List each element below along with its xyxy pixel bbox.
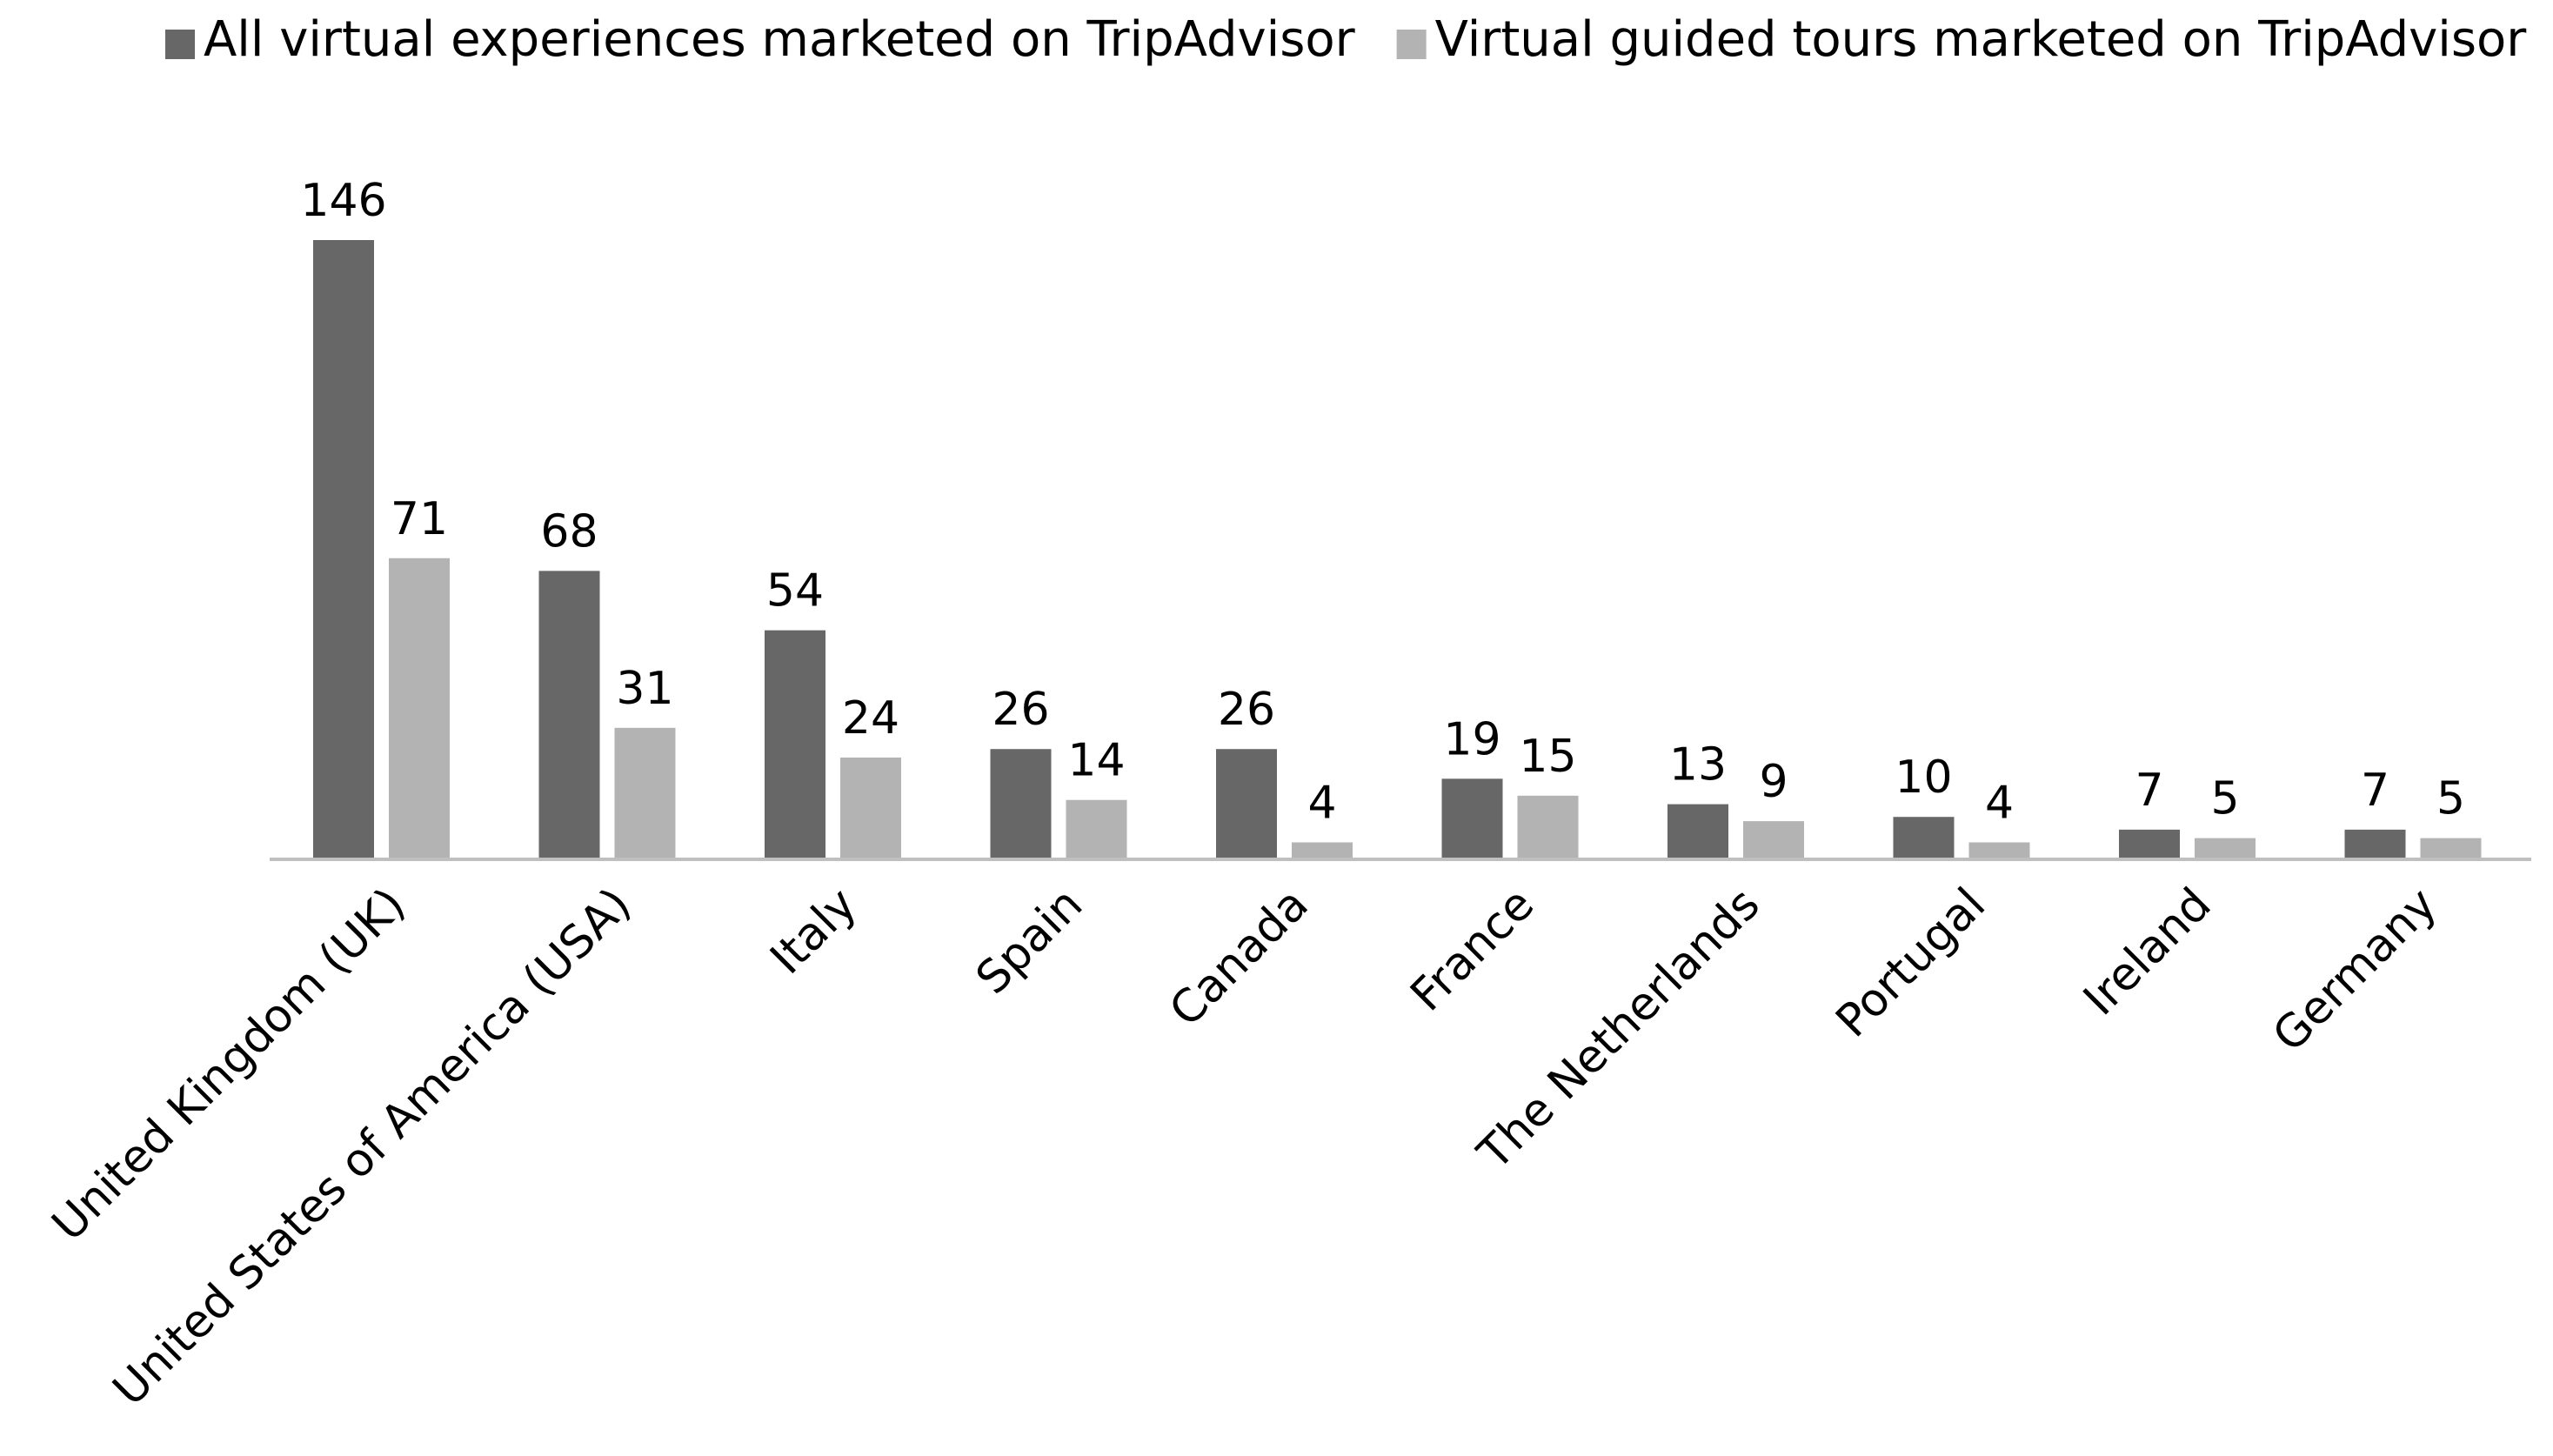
bar-series-2-3 [1066,799,1127,859]
bar-series-2-2 [840,757,901,859]
bar-series-1-7 [1893,817,1955,859]
bar-series-1-5 [1441,778,1503,859]
bar-series-1-3 [990,749,1052,859]
data-label-series-2-9: 5 [2436,773,2465,825]
bar-series-1-6 [1667,804,1728,859]
data-label-series-1-4: 26 [1218,684,1275,736]
data-label-series-1-9: 7 [2361,765,2389,817]
legend-swatch-series-2 [1396,30,1427,59]
data-label-series-1-3: 26 [992,684,1049,736]
bar-series-1-9 [2344,829,2406,859]
bar-series-2-8 [2195,838,2256,859]
data-label-series-1-1: 68 [540,505,598,558]
x-tick-label-4: Canada [1160,878,1318,1037]
x-tick-label-7: Portugal [1826,878,1995,1048]
legend-swatch-series-1 [165,30,195,59]
x-tick-label-9: Germany [2263,878,2447,1062]
legend-label-series-1: All virtual experiences marketed on Trip… [204,11,1356,68]
bar-series-2-7 [1968,842,2030,859]
data-label-series-1-8: 7 [2135,765,2163,817]
x-tick-labels: United Kingdom (UK)United States of Amer… [43,878,2447,1416]
bar-series-2-9 [2420,838,2482,859]
data-label-series-1-0: 146 [300,175,386,227]
legend-label-series-2: Virtual guided tours marketed on TripAdv… [1435,11,2528,68]
data-label-series-2-1: 31 [616,663,673,715]
bar-series-1-2 [765,630,825,859]
data-label-series-2-7: 4 [1985,777,2014,829]
data-label-series-1-2: 54 [766,565,824,618]
data-label-series-2-3: 14 [1067,735,1125,787]
bar-series-2-5 [1517,795,1579,859]
x-tick-label-8: Ireland [2074,878,2222,1026]
bars [313,240,2482,859]
x-tick-label-5: France [1400,878,1544,1022]
data-label-series-2-4: 4 [1307,777,1336,829]
data-label-series-2-2: 24 [842,692,899,745]
data-label-series-2-6: 9 [1759,756,1788,808]
bar-series-2-1 [614,727,676,859]
bar-series-1-8 [2119,829,2180,859]
bar-series-2-6 [1743,821,1804,859]
data-label-series-1-5: 19 [1443,713,1500,765]
legend: All virtual experiences marketed on Trip… [165,11,2527,68]
x-tick-label-3: Spain [966,878,1093,1005]
data-label-series-2-5: 15 [1519,731,1576,783]
x-tick-label-2: Italy [760,878,866,985]
data-label-series-1-6: 13 [1669,739,1727,791]
bar-series-1-1 [538,571,600,859]
data-label-series-2-8: 5 [2210,773,2239,825]
bar-series-2-0 [389,558,450,859]
bar-series-2-4 [1292,842,1353,859]
bar-series-1-0 [313,240,374,859]
data-label-series-2-0: 71 [391,493,448,545]
x-tick-label-1: United States of America (USA) [104,878,641,1416]
data-label-series-1-7: 10 [1895,751,1952,804]
bar-series-1-4 [1216,749,1277,859]
